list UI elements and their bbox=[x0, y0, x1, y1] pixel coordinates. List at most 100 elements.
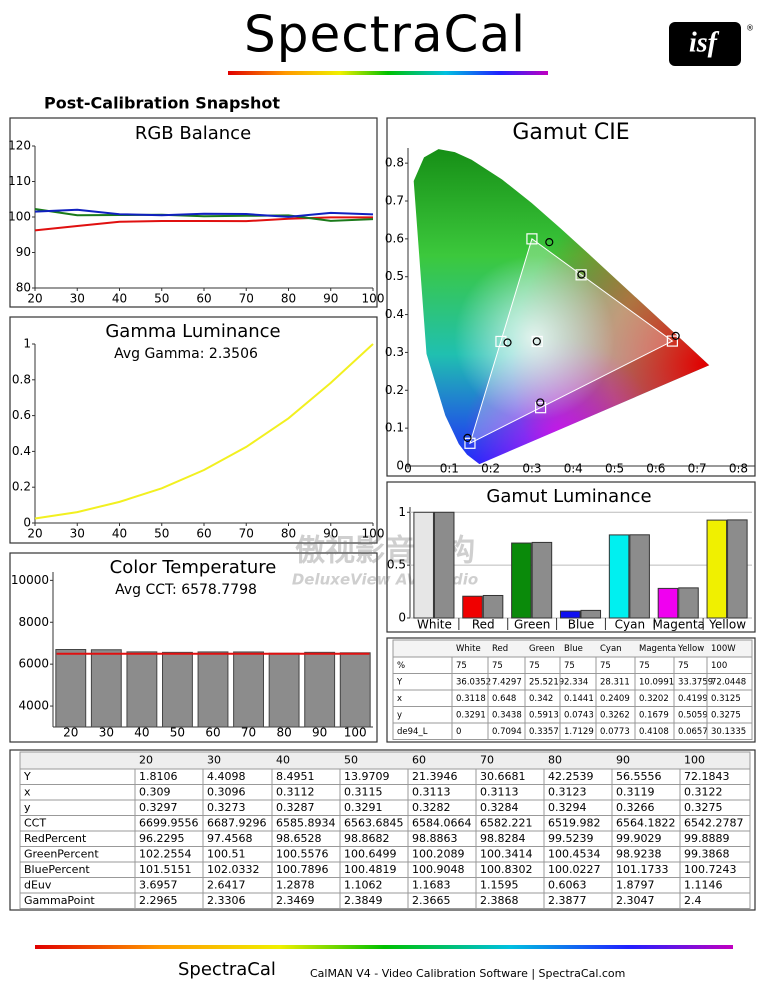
table-cell: 1.1595 bbox=[480, 878, 519, 891]
column-header: 100W bbox=[711, 644, 736, 654]
table-cell: 1.8106 bbox=[139, 770, 178, 783]
table-cell: 0.7094 bbox=[492, 727, 522, 737]
table-cell: 0.3291 bbox=[344, 801, 383, 814]
bar bbox=[511, 542, 532, 619]
table-cell: 13.9709 bbox=[344, 770, 390, 783]
footer-text: CalMAN V4 - Video Calibration Software |… bbox=[310, 967, 625, 980]
bar bbox=[462, 595, 483, 619]
table-cell: 3.6957 bbox=[139, 878, 178, 891]
table-cell: 6687.9296 bbox=[207, 816, 267, 829]
table-cell: 2.3047 bbox=[616, 894, 655, 907]
x-tick-label: 50 bbox=[170, 726, 185, 740]
table-cell: 42.2539 bbox=[548, 770, 594, 783]
table-cell: 1.2878 bbox=[276, 878, 315, 891]
x-tick-label: 70 bbox=[241, 726, 256, 740]
x-tick-label: 70 bbox=[239, 292, 254, 306]
table-cell: 102.2554 bbox=[139, 847, 192, 860]
table-cell: 96.2295 bbox=[139, 832, 185, 845]
x-tick-label: 20 bbox=[63, 726, 78, 740]
table-cell: 75 bbox=[600, 661, 611, 671]
column-header: Red bbox=[492, 644, 508, 654]
table-cell: 100.5576 bbox=[276, 847, 329, 860]
table-cell: 0.3112 bbox=[276, 785, 315, 798]
table-cell: 0.3284 bbox=[480, 801, 519, 814]
table-cell: 75 bbox=[456, 661, 467, 671]
x-tick-label: 0.4 bbox=[564, 462, 583, 476]
table-cell: 1.8797 bbox=[616, 878, 655, 891]
y-tick-label: 0.2 bbox=[12, 480, 31, 494]
table-cell: 0.648 bbox=[492, 694, 516, 704]
table-cell: Y bbox=[396, 677, 403, 687]
x-tick-label: 0.6 bbox=[646, 462, 665, 476]
bar bbox=[304, 651, 336, 728]
table-cell: 0.4199 bbox=[678, 694, 708, 704]
bar bbox=[126, 651, 158, 728]
table-cell: 75 bbox=[564, 661, 575, 671]
x-tick-label: 50 bbox=[154, 527, 169, 541]
table-cell: CCT bbox=[24, 816, 46, 829]
table-row bbox=[392, 722, 753, 740]
y-tick-label: 8000 bbox=[18, 615, 49, 629]
table-cell: 0.3125 bbox=[711, 694, 741, 704]
table-cell: 0.3115 bbox=[344, 785, 383, 798]
y-tick-label: 110 bbox=[8, 174, 31, 188]
table-cell: 0.3297 bbox=[139, 801, 178, 814]
table-cell: 100.9048 bbox=[412, 863, 465, 876]
column-header: 50 bbox=[344, 754, 358, 767]
x-tick-label: 30 bbox=[70, 292, 85, 306]
column-header: Yellow bbox=[677, 644, 704, 654]
table-cell: 100.51 bbox=[207, 847, 246, 860]
table-cell: 98.8863 bbox=[412, 832, 458, 845]
panel bbox=[9, 117, 378, 308]
measured-point bbox=[671, 331, 680, 340]
x-tick-label: 90 bbox=[312, 726, 327, 740]
target-point bbox=[531, 335, 543, 348]
measured-point bbox=[536, 398, 545, 407]
y-tick-label: 100 bbox=[8, 210, 31, 224]
panel bbox=[9, 316, 378, 544]
measured-point bbox=[532, 337, 541, 346]
x-tick-label: Red bbox=[472, 618, 495, 632]
bar bbox=[433, 511, 455, 619]
x-tick-label: 0.2 bbox=[481, 462, 500, 476]
table-cell: GreenPercent bbox=[24, 847, 99, 860]
table-cell: 100.0227 bbox=[548, 863, 601, 876]
table-cell: 99.9029 bbox=[616, 832, 662, 845]
table-cell: 100.4819 bbox=[344, 863, 397, 876]
table-cell: 4.4098 bbox=[207, 770, 246, 783]
series-line bbox=[34, 343, 374, 520]
x-tick-label: 30 bbox=[70, 527, 85, 541]
table-cell: 0.3113 bbox=[412, 785, 451, 798]
table-cell: 1.7129 bbox=[564, 727, 594, 737]
table-cell: 0.3262 bbox=[600, 710, 630, 720]
table-cell: 100.3414 bbox=[480, 847, 533, 860]
table-header bbox=[19, 751, 751, 770]
table-cell: Y bbox=[23, 770, 31, 783]
y-tick-label: 0.5 bbox=[385, 269, 404, 283]
table-cell: 100.7896 bbox=[276, 863, 329, 876]
table-cell: 30.1335 bbox=[711, 727, 746, 737]
y-tick-label: 1 bbox=[23, 337, 31, 351]
page-title: Post-Calibration Snapshot bbox=[44, 94, 280, 113]
x-tick-label: 100 bbox=[362, 527, 385, 541]
table-cell: 0.3096 bbox=[207, 785, 246, 798]
table-cell: 2.2965 bbox=[139, 894, 178, 907]
table-cell: 25.5219 bbox=[529, 677, 564, 687]
table-cell: 72.1843 bbox=[684, 770, 730, 783]
table-cell: 0.5913 bbox=[529, 710, 559, 720]
table-cell: 0.6063 bbox=[548, 878, 587, 891]
x-tick-label: Yellow bbox=[708, 618, 746, 632]
y-tick-label: 0.5 bbox=[387, 558, 406, 572]
chart-title: Gamma Luminance bbox=[105, 321, 280, 342]
table-cell: 6584.0664 bbox=[412, 816, 472, 829]
table-cell: 7.4297 bbox=[492, 677, 522, 687]
y-tick-label: 0 bbox=[23, 516, 31, 530]
x-tick-label: 70 bbox=[239, 527, 254, 541]
table-cell: 8.4951 bbox=[276, 770, 315, 783]
bar bbox=[678, 587, 699, 619]
y-tick-label: 0.6 bbox=[12, 408, 31, 422]
chart-title: Gamut CIE bbox=[512, 120, 629, 145]
column-header: Blue bbox=[564, 644, 583, 654]
table-cell: 100.7243 bbox=[684, 863, 737, 876]
x-tick-label: 60 bbox=[196, 292, 211, 306]
